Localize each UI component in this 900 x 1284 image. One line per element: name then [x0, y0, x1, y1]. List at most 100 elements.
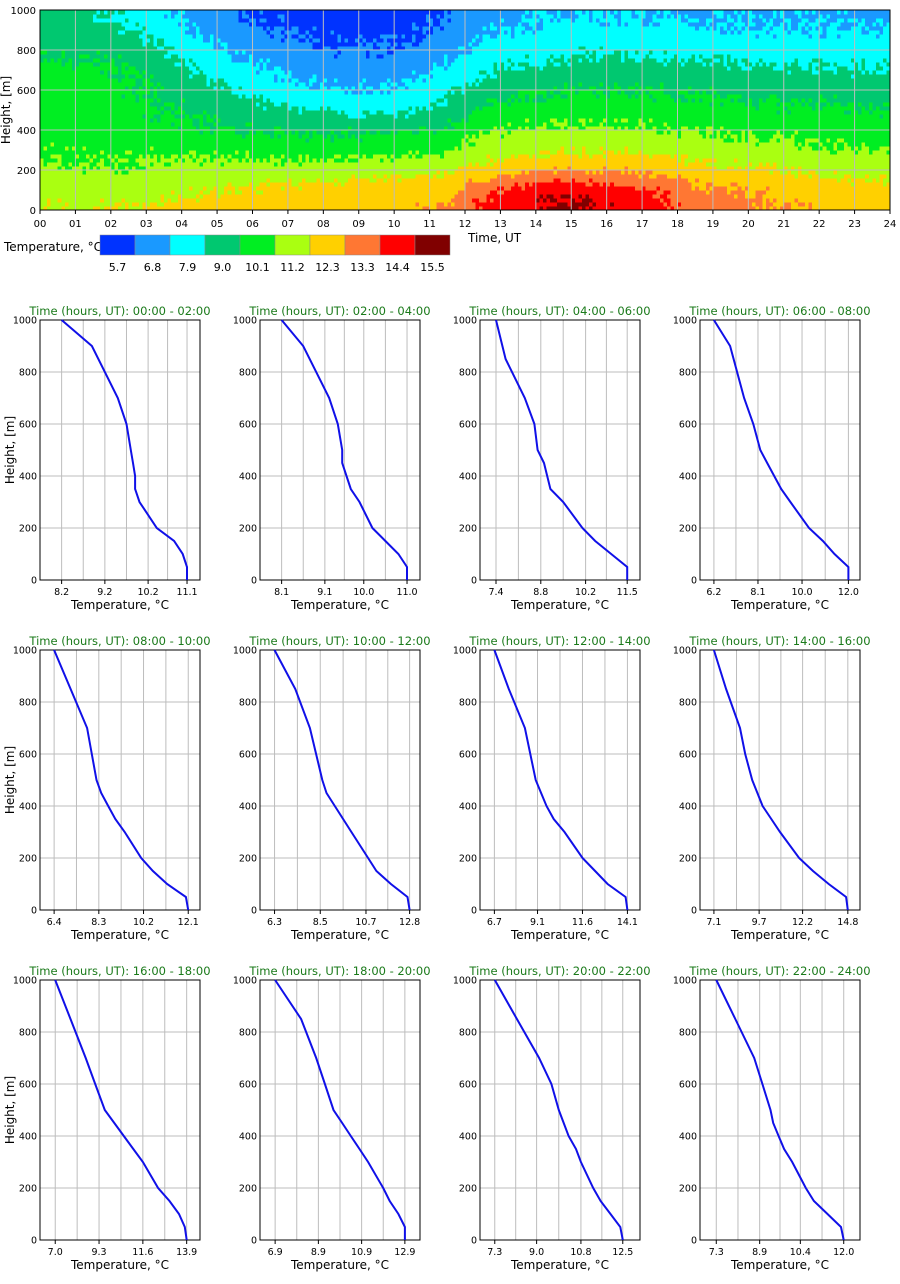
heatmap-cell: [89, 90, 94, 95]
heatmap-cell: [142, 118, 147, 123]
heatmap-cell: [199, 82, 204, 87]
heatmap-cell: [337, 62, 342, 67]
heatmap-cell: [206, 150, 211, 155]
heatmap-cell: [114, 138, 119, 143]
heatmap-cell: [287, 26, 293, 31]
heatmap-cell: [167, 154, 172, 159]
heatmap-cell: [252, 118, 257, 123]
heatmap-cell: [93, 170, 98, 175]
heatmap-cell: [199, 186, 204, 191]
heatmap-cell: [302, 162, 307, 167]
heatmap-cells: [40, 10, 891, 211]
heatmap-cell: [291, 158, 296, 163]
heatmap-cell: [259, 126, 264, 131]
heatmap-cell: [167, 198, 172, 203]
heatmap-cell: [355, 42, 360, 47]
heatmap-cell: [248, 98, 254, 103]
heatmap-cell: [100, 90, 105, 95]
heatmap-cell: [139, 186, 144, 191]
heatmap-cell: [312, 206, 317, 211]
heatmap-cell: [171, 78, 176, 83]
heatmap-cell: [362, 82, 367, 87]
heatmap-cell: [280, 202, 285, 207]
heatmap-cell: [376, 114, 381, 119]
heatmap-cell: [266, 58, 271, 63]
heatmap-cell: [188, 110, 193, 115]
heatmap-cell: [156, 134, 162, 139]
heatmap-cell: [358, 178, 363, 183]
heatmap-cell: [167, 50, 172, 55]
heatmap-cell: [287, 94, 293, 99]
heatmap-cell: [153, 34, 158, 39]
heatmap-cell: [160, 170, 165, 175]
heatmap-cell: [163, 50, 169, 55]
heatmap-cell: [110, 162, 115, 167]
heatmap-cell: [224, 126, 229, 131]
heatmap-cell: [210, 102, 215, 107]
heatmap-cell: [47, 206, 52, 211]
heatmap-cell: [156, 94, 162, 99]
heatmap-cell: [234, 162, 239, 167]
heatmap-cell: [333, 130, 339, 135]
heatmap-cell: [82, 122, 87, 127]
heatmap-cell: [96, 102, 101, 107]
heatmap-cell: [256, 118, 261, 123]
heatmap-cell: [323, 66, 328, 71]
heatmap-cell: [181, 14, 186, 19]
heatmap-cell: [234, 70, 239, 75]
heatmap-cell: [185, 126, 190, 131]
heatmap-cell: [248, 118, 254, 123]
heatmap-cell: [263, 18, 268, 23]
heatmap-cell: [114, 114, 119, 119]
heatmap-cell: [252, 102, 257, 107]
heatmap-cell: [128, 98, 133, 103]
heatmap-cell: [86, 182, 91, 187]
heatmap-cell: [387, 66, 392, 71]
heatmap-cell: [47, 62, 52, 67]
heatmap-cell: [199, 14, 204, 19]
heatmap-cell: [57, 134, 62, 139]
heatmap-cell: [295, 42, 300, 47]
heatmap-cell: [312, 182, 317, 187]
heatmap-cell: [174, 58, 179, 63]
heatmap-cell: [337, 22, 342, 27]
heatmap-cell: [57, 126, 62, 131]
heatmap-cell: [309, 190, 314, 195]
heatmap-cell: [241, 198, 247, 203]
heatmap-cell: [259, 194, 264, 199]
heatmap-cell: [174, 42, 179, 47]
heatmap-cell: [93, 146, 98, 151]
heatmap-cell: [82, 134, 87, 139]
heatmap-cell: [110, 86, 115, 91]
heatmap-cell: [178, 58, 183, 63]
heatmap-cell: [380, 70, 385, 75]
heatmap-cell: [305, 166, 310, 171]
heatmap-cell: [86, 102, 91, 107]
heatmap-cell: [213, 170, 218, 175]
heatmap-cell: [291, 18, 296, 23]
heatmap-cell: [323, 58, 328, 63]
heatmap-cell: [43, 102, 48, 107]
heatmap-cell: [383, 38, 388, 43]
heatmap-cell: [135, 66, 140, 71]
heatmap-cell: [110, 134, 115, 139]
heatmap-cell: [348, 174, 353, 179]
heatmap-cell: [61, 38, 66, 43]
heatmap-cell: [86, 162, 91, 167]
heatmap-cell: [213, 46, 218, 51]
heatmap-cell: [341, 150, 346, 155]
heatmap-cell: [199, 154, 204, 159]
heatmap-cell: [156, 206, 162, 211]
heatmap-cell: [372, 94, 378, 99]
heatmap-cell: [380, 106, 385, 111]
heatmap-cell: [238, 138, 243, 143]
heatmap-cell: [387, 82, 392, 87]
heatmap-cell: [142, 14, 147, 19]
heatmap-cell: [78, 26, 84, 31]
heatmap-cell: [188, 18, 193, 23]
heatmap-cell: [238, 154, 243, 159]
heatmap-cell: [280, 178, 285, 183]
heatmap-cell: [369, 126, 374, 131]
heatmap-cell: [43, 206, 48, 211]
